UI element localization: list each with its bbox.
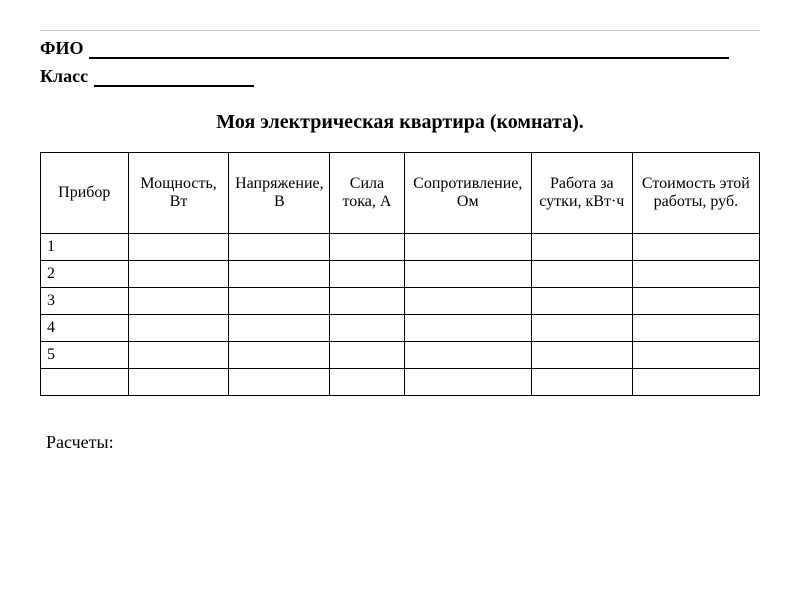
table-cell[interactable] — [632, 341, 759, 368]
page-title: Моя электрическая квартира (комната). — [40, 111, 760, 134]
table-row — [41, 368, 760, 395]
table-cell[interactable] — [330, 260, 404, 287]
table-row: 4 — [41, 314, 760, 341]
calculations-label: Расчеты: — [46, 432, 760, 453]
table-cell[interactable] — [531, 260, 632, 287]
table-cell[interactable] — [632, 287, 759, 314]
table-cell[interactable] — [404, 341, 531, 368]
fio-input-underline[interactable] — [89, 37, 729, 59]
table-cell[interactable] — [229, 314, 330, 341]
table-cell[interactable] — [531, 341, 632, 368]
table-cell[interactable] — [632, 260, 759, 287]
table-column-header: Сопротивление, Ом — [404, 152, 531, 233]
table-cell[interactable] — [330, 368, 404, 395]
table-cell[interactable] — [128, 233, 229, 260]
table-column-header: Прибор — [41, 152, 129, 233]
table-cell[interactable] — [330, 341, 404, 368]
table-row: 5 — [41, 341, 760, 368]
table-cell[interactable]: 1 — [41, 233, 129, 260]
worksheet-page: ФИО Класс Моя электрическая квартира (ко… — [0, 0, 800, 483]
table-cell[interactable] — [531, 287, 632, 314]
table-body: 12345 — [41, 233, 760, 395]
table-cell[interactable] — [229, 368, 330, 395]
table-cell[interactable] — [128, 341, 229, 368]
table-cell[interactable] — [128, 260, 229, 287]
table-cell[interactable] — [404, 233, 531, 260]
table-cell[interactable] — [41, 368, 129, 395]
appliance-table: ПриборМощность, ВтНапряжение, ВСила тока… — [40, 152, 760, 396]
table-cell[interactable]: 5 — [41, 341, 129, 368]
top-divider — [40, 30, 760, 31]
table-cell[interactable] — [330, 233, 404, 260]
table-cell[interactable] — [128, 314, 229, 341]
table-cell[interactable] — [632, 314, 759, 341]
table-cell[interactable] — [632, 368, 759, 395]
fio-label: ФИО — [40, 38, 83, 59]
table-cell[interactable] — [531, 233, 632, 260]
table-cell[interactable] — [404, 260, 531, 287]
table-column-header: Стоимость этой работы, руб. — [632, 152, 759, 233]
table-column-header: Напряжение, В — [229, 152, 330, 233]
table-column-header: Сила тока, А — [330, 152, 404, 233]
table-cell[interactable]: 2 — [41, 260, 129, 287]
table-cell[interactable] — [128, 287, 229, 314]
table-cell[interactable] — [404, 314, 531, 341]
class-label: Класс — [40, 66, 88, 87]
table-cell[interactable] — [330, 314, 404, 341]
table-cell[interactable] — [531, 368, 632, 395]
fio-line: ФИО — [40, 37, 760, 59]
table-cell[interactable]: 4 — [41, 314, 129, 341]
table-column-header: Работа за сутки, кВт·ч — [531, 152, 632, 233]
class-input-underline[interactable] — [94, 65, 254, 87]
table-cell[interactable] — [531, 314, 632, 341]
table-row: 1 — [41, 233, 760, 260]
table-cell[interactable] — [229, 341, 330, 368]
table-cell[interactable] — [404, 287, 531, 314]
table-cell[interactable] — [229, 233, 330, 260]
class-line: Класс — [40, 65, 760, 87]
table-cell[interactable]: 3 — [41, 287, 129, 314]
table-cell[interactable] — [330, 287, 404, 314]
table-row: 3 — [41, 287, 760, 314]
table-header-row: ПриборМощность, ВтНапряжение, ВСила тока… — [41, 152, 760, 233]
table-cell[interactable] — [229, 260, 330, 287]
table-column-header: Мощность, Вт — [128, 152, 229, 233]
table-header: ПриборМощность, ВтНапряжение, ВСила тока… — [41, 152, 760, 233]
table-cell[interactable] — [632, 233, 759, 260]
table-row: 2 — [41, 260, 760, 287]
table-cell[interactable] — [404, 368, 531, 395]
table-cell[interactable] — [229, 287, 330, 314]
table-cell[interactable] — [128, 368, 229, 395]
